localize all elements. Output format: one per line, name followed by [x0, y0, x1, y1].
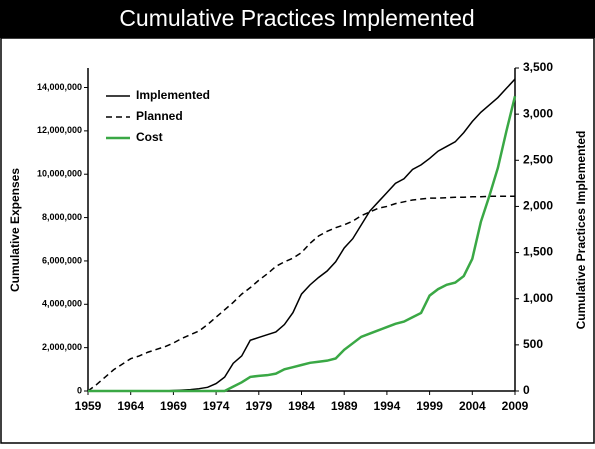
y-tick-label: 6,000,000: [42, 255, 82, 265]
y2-tick-label: 2,500: [523, 152, 553, 166]
y2-tick-label: 3,500: [523, 60, 553, 74]
y2-axis-title: Cumulative Practices Implemented: [574, 131, 588, 330]
legend-label: Implemented: [136, 88, 210, 102]
x-tick-label: 1994: [374, 399, 401, 413]
x-tick-label: 1969: [160, 399, 187, 413]
y2-tick-label: 0: [523, 383, 530, 397]
y-tick-label: 0: [77, 385, 82, 395]
series-line: [87, 195, 515, 392]
y-tick-label: 8,000,000: [42, 212, 82, 222]
y-tick-label: 12,000,000: [37, 125, 82, 135]
x-tick-label: 1964: [117, 399, 144, 413]
y-tick-label: 14,000,000: [37, 82, 82, 92]
x-tick-label: 1974: [203, 399, 230, 413]
y-axis-title: Cumulative Expenses: [8, 168, 22, 292]
y2-tick-label: 1,000: [523, 291, 553, 305]
x-tick-label: 1984: [288, 399, 315, 413]
x-tick-label: 1999: [416, 399, 443, 413]
x-tick-label: 1959: [75, 399, 102, 413]
y2-tick-label: 2,000: [523, 199, 553, 213]
x-tick-label: 2009: [502, 399, 529, 413]
y-tick-label: 10,000,000: [37, 169, 82, 179]
title-bar: [0, 0, 595, 38]
y2-tick-label: 3,000: [523, 106, 553, 120]
y-tick-label: 4,000,000: [42, 299, 82, 309]
chart-title: Cumulative Practices Implemented: [119, 5, 474, 31]
x-tick-label: 1979: [245, 399, 272, 413]
y-tick-label: 2,000,000: [42, 342, 82, 352]
series-line: [88, 95, 517, 393]
x-tick-label: 2004: [459, 399, 486, 413]
x-tick-label: 1989: [331, 399, 358, 413]
legend-label: Cost: [136, 130, 163, 144]
y2-tick-label: 1,500: [523, 245, 553, 259]
legend-label: Planned: [136, 109, 183, 123]
y2-tick-label: 500: [523, 337, 543, 351]
